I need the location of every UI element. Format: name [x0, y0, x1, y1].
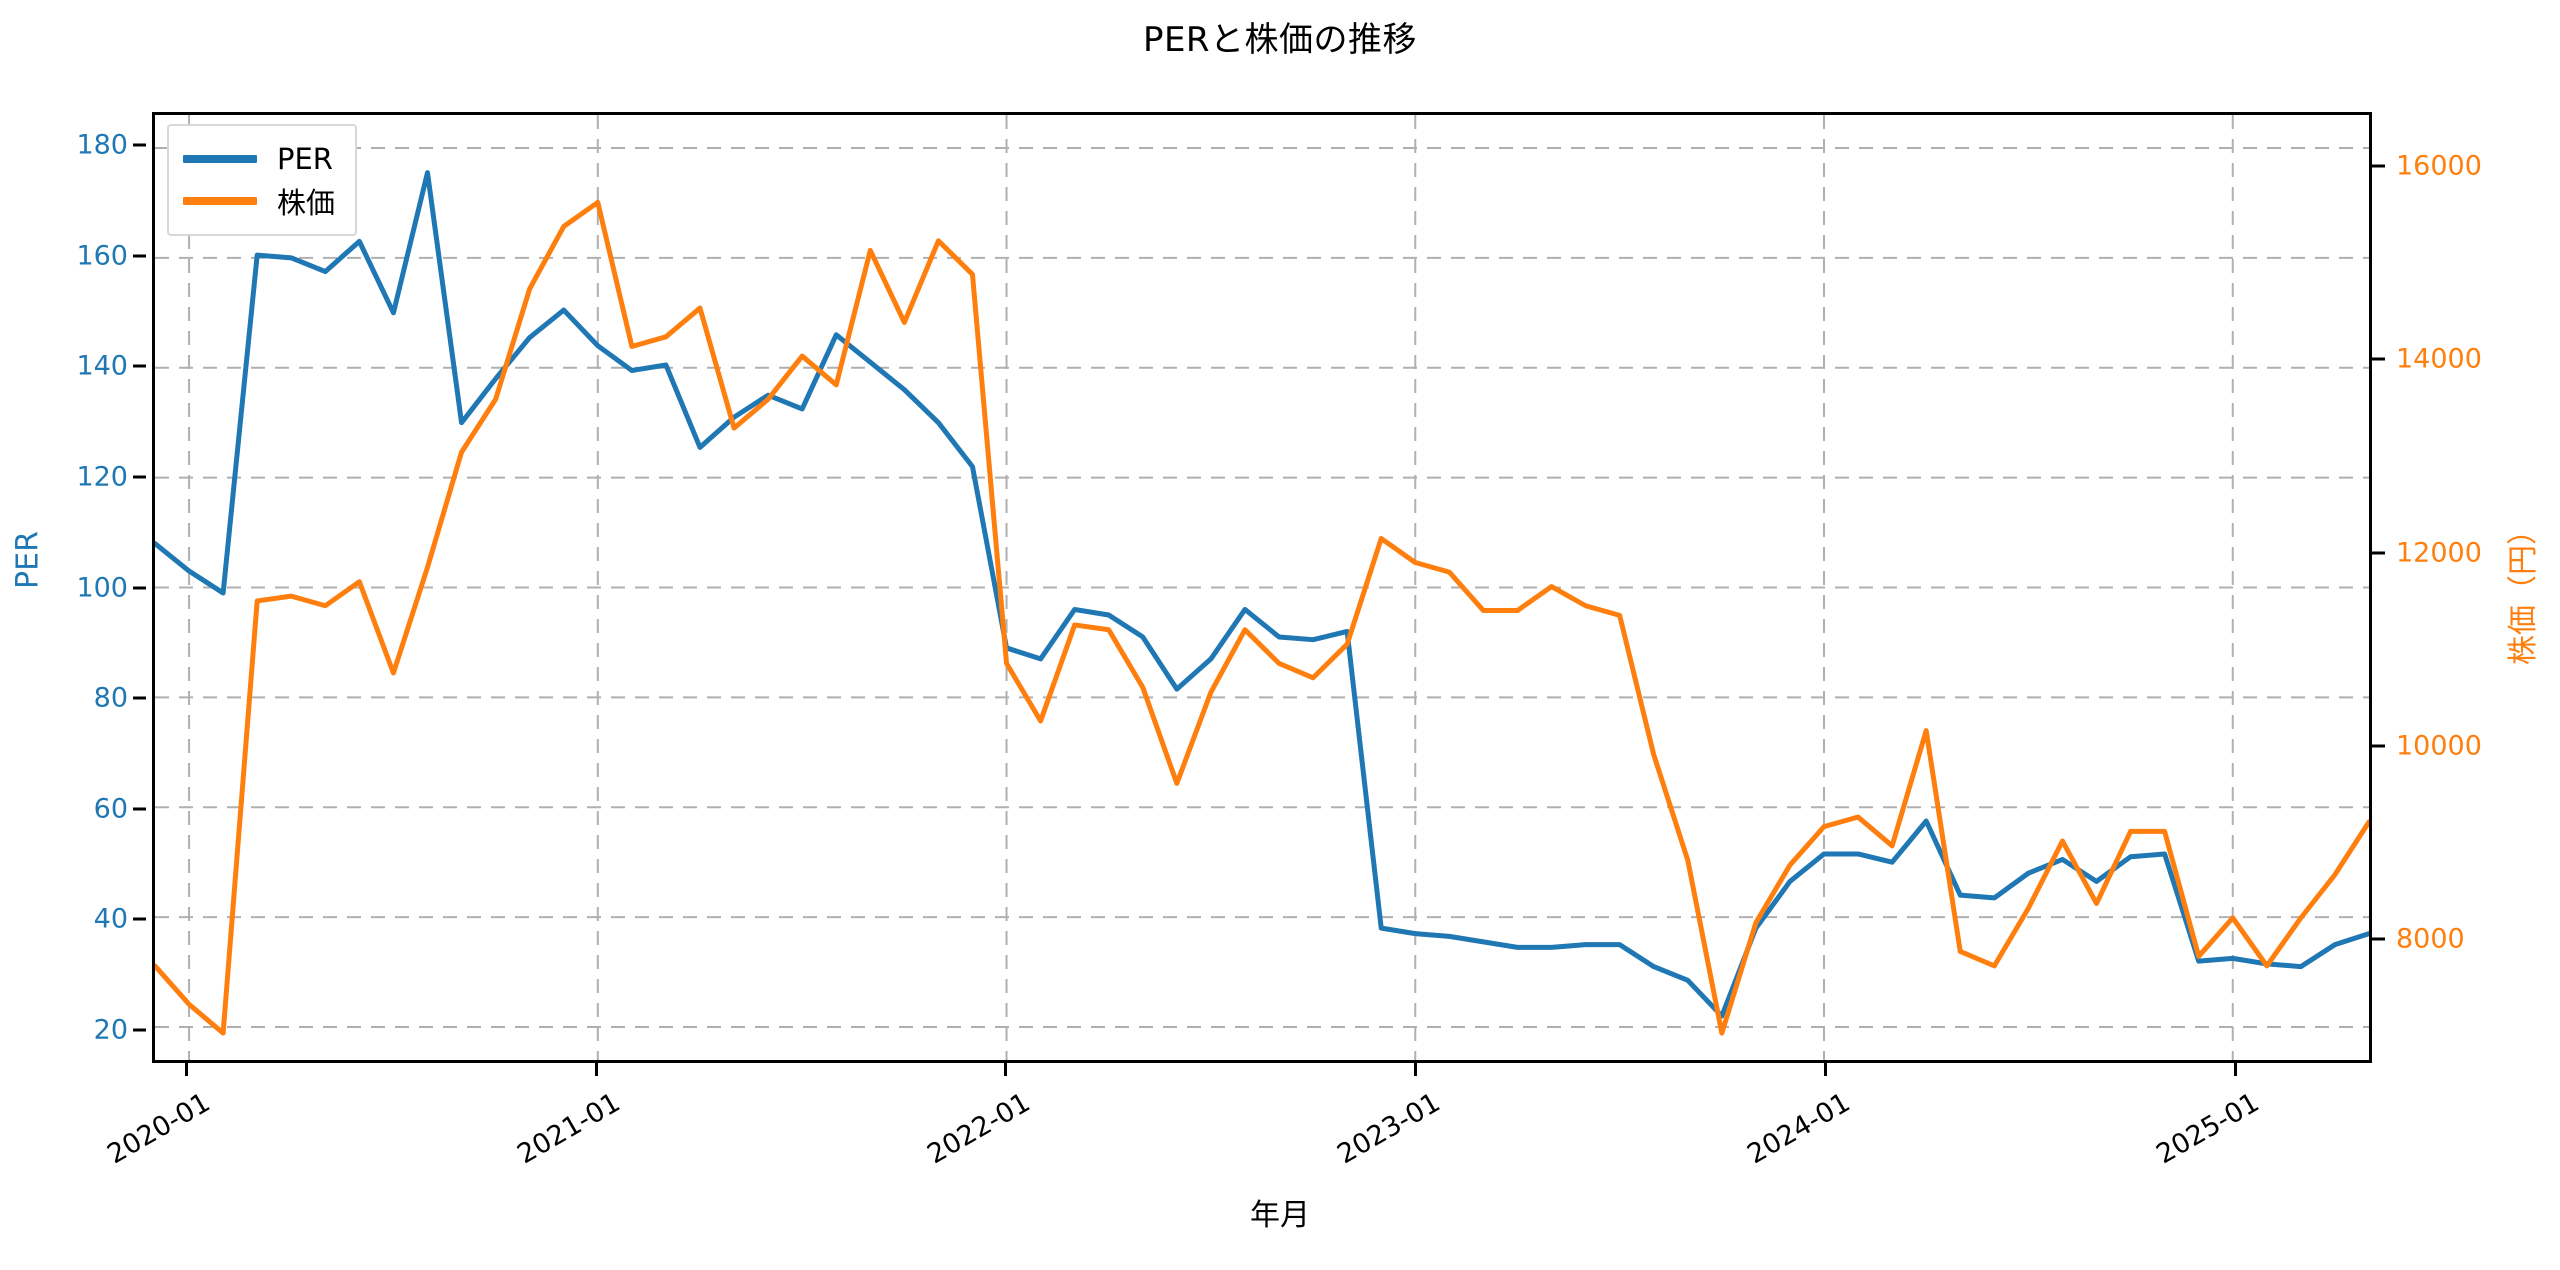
y-axis-left-tick-label: 120 [76, 461, 128, 493]
y-axis-left: 20 40 60 80 100 120 140 160 180 [0, 112, 146, 1063]
y-axis-right-tick-label: 12000 [2396, 537, 2482, 569]
x-axis-tick-label: 2021-01 [512, 1087, 626, 1171]
y-axis-right-tick-mark [2372, 744, 2385, 748]
legend-label-per: PER [277, 142, 333, 176]
y-axis-left-tick-mark [133, 254, 146, 258]
y-axis-left-tick-mark [133, 143, 146, 147]
y-axis-left-tick-label: 40 [93, 903, 128, 935]
y-axis-right-tick-mark [2372, 551, 2385, 555]
x-axis-tick-label: 2025-01 [2151, 1087, 2265, 1171]
chart-title: PERと株価の推移 [1142, 20, 1418, 60]
y-axis-left-tick-label: 180 [76, 129, 128, 161]
y-axis-left-tick-mark [133, 1028, 146, 1032]
x-axis-tick-label: 2022-01 [922, 1087, 1036, 1171]
y-axis-right-tick-mark [2372, 937, 2385, 941]
y-axis-right-tick-mark [2372, 164, 2385, 168]
y-axis-left-tick-label: 20 [93, 1014, 128, 1046]
y-axis-left-tick-mark [133, 586, 146, 589]
legend-label-kabuka: 株価 [277, 186, 336, 220]
y-axis-left-tick-mark [133, 475, 146, 479]
series-line-kabuka [155, 202, 2369, 1033]
y-axis-right: 8000 10000 12000 14000 16000 [2372, 112, 2560, 1063]
y-axis-left-tick-mark [133, 364, 146, 368]
y-axis-left-tick-label: 100 [76, 572, 128, 603]
series-line-per [155, 173, 2369, 1016]
x-axis-tick-mark [1414, 1063, 1418, 1076]
y-axis-left-tick-label: 140 [76, 350, 128, 382]
x-axis-tick-mark [184, 1063, 188, 1076]
x-axis-tick-mark [1824, 1063, 1828, 1076]
chart-legend: PER 株価 [167, 124, 358, 236]
x-axis-tick-mark [594, 1063, 598, 1076]
y-axis-right-tick-label: 16000 [2396, 150, 2482, 182]
y-axis-left-tick-mark [133, 696, 146, 700]
y-axis-left-tick-label: 60 [93, 793, 128, 825]
y-axis-left-tick-label: 160 [76, 240, 128, 272]
x-axis-tick-label: 2020-01 [102, 1087, 216, 1171]
x-axis-label: 年月 [1250, 1198, 1310, 1233]
legend-item-kabuka[interactable]: 株価 [183, 180, 335, 222]
x-axis-tick-mark [1004, 1063, 1008, 1076]
x-axis-tick-label: 2023-01 [1331, 1087, 1446, 1171]
data-series-layer [155, 115, 2369, 1060]
x-axis-tick-label: 2024-01 [1741, 1087, 1856, 1171]
legend-swatch-kabuka [183, 197, 257, 205]
y-axis-right-tick-label: 8000 [2396, 923, 2465, 955]
legend-swatch-per [183, 155, 257, 163]
x-axis: 2020-01 2021-01 2022-01 2023-01 2024-01 2025-… [102, 1063, 2372, 1253]
y-axis-left-tick-mark [133, 807, 146, 811]
grid-lines [155, 115, 2369, 1060]
y-axis-right-tick-label: 10000 [2396, 730, 2482, 762]
y-axis-left-tick-mark [133, 917, 146, 921]
x-axis-tick-mark [2233, 1063, 2237, 1076]
y-axis-right-tick-label: 14000 [2396, 343, 2482, 375]
plot-area [152, 112, 2372, 1063]
y-axis-left-tick-label: 80 [93, 682, 128, 714]
y-axis-right-tick-mark [2372, 357, 2385, 361]
legend-item-per[interactable]: PER [183, 138, 335, 180]
